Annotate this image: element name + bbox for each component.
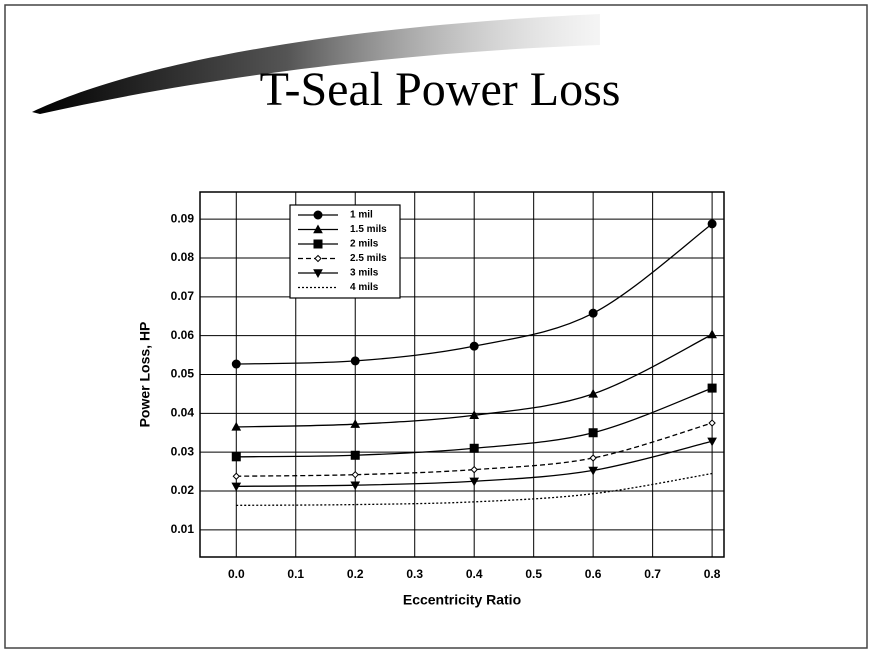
data-point xyxy=(588,308,598,318)
x-tick-label: 0.3 xyxy=(406,567,423,581)
data-point xyxy=(469,477,480,487)
data-point xyxy=(588,428,598,438)
y-tick-label: 0.07 xyxy=(171,289,195,303)
data-point xyxy=(231,452,241,462)
series-line xyxy=(236,422,713,477)
data-point xyxy=(231,482,242,492)
legend-label: 3 mils xyxy=(350,268,379,279)
data-point xyxy=(588,388,598,398)
y-tick-label: 0.05 xyxy=(171,367,195,381)
x-tick-label: 0.8 xyxy=(704,567,721,581)
data-point xyxy=(232,472,240,480)
data-point xyxy=(350,481,361,491)
legend-marker xyxy=(313,224,323,234)
plot-frame xyxy=(199,191,725,558)
legend-marker xyxy=(313,269,323,279)
data-point xyxy=(707,383,717,393)
data-point xyxy=(351,470,359,479)
legend-marker xyxy=(314,254,322,263)
x-tick-label: 0.2 xyxy=(347,567,364,581)
legend-label: 2.5 mils xyxy=(350,253,387,264)
data-point xyxy=(588,466,598,476)
y-tick-label: 0.02 xyxy=(171,483,195,497)
data-point xyxy=(469,443,479,453)
data-point xyxy=(231,421,242,431)
data-point xyxy=(469,410,480,419)
x-tick-label: 0.1 xyxy=(287,567,304,581)
legend-label: 4 mils xyxy=(350,282,379,293)
data-point xyxy=(707,329,717,339)
y-axis-label: Power Loss, HP xyxy=(137,322,153,428)
data-point xyxy=(350,450,360,460)
x-axis-label: Eccentricity Ratio xyxy=(403,592,521,608)
y-tick-label: 0.01 xyxy=(171,522,195,536)
y-tick-label: 0.04 xyxy=(171,406,195,420)
data-point xyxy=(350,419,361,428)
data-point xyxy=(707,219,717,229)
legend-label: 2 mils xyxy=(350,239,379,250)
legend-marker xyxy=(313,210,323,220)
y-tick-label: 0.03 xyxy=(171,444,195,458)
series-line xyxy=(236,472,713,507)
swoosh xyxy=(32,14,600,114)
data-point xyxy=(350,356,360,366)
data-point xyxy=(470,465,478,474)
chart-title: T-Seal Power Loss xyxy=(260,63,621,116)
x-tick-label: 0.6 xyxy=(585,567,602,581)
y-tick-label: 0.06 xyxy=(171,328,195,342)
legend-label: 1.5 mils xyxy=(350,224,387,235)
x-tick-label: 0.4 xyxy=(466,567,483,581)
data-point xyxy=(707,437,717,447)
data-point xyxy=(231,359,241,369)
legend-marker xyxy=(313,239,323,249)
legend-box xyxy=(289,204,401,299)
data-point xyxy=(589,454,597,462)
data-point xyxy=(708,419,716,427)
x-tick-label: 0.7 xyxy=(644,567,661,581)
y-tick-label: 0.08 xyxy=(171,250,195,264)
series-line xyxy=(236,223,713,365)
data-point xyxy=(469,341,479,351)
y-tick-label: 0.09 xyxy=(171,211,195,225)
legend-label: 1 mil xyxy=(350,210,373,221)
x-tick-label: 0.0 xyxy=(228,567,245,581)
x-tick-label: 0.5 xyxy=(525,567,542,581)
